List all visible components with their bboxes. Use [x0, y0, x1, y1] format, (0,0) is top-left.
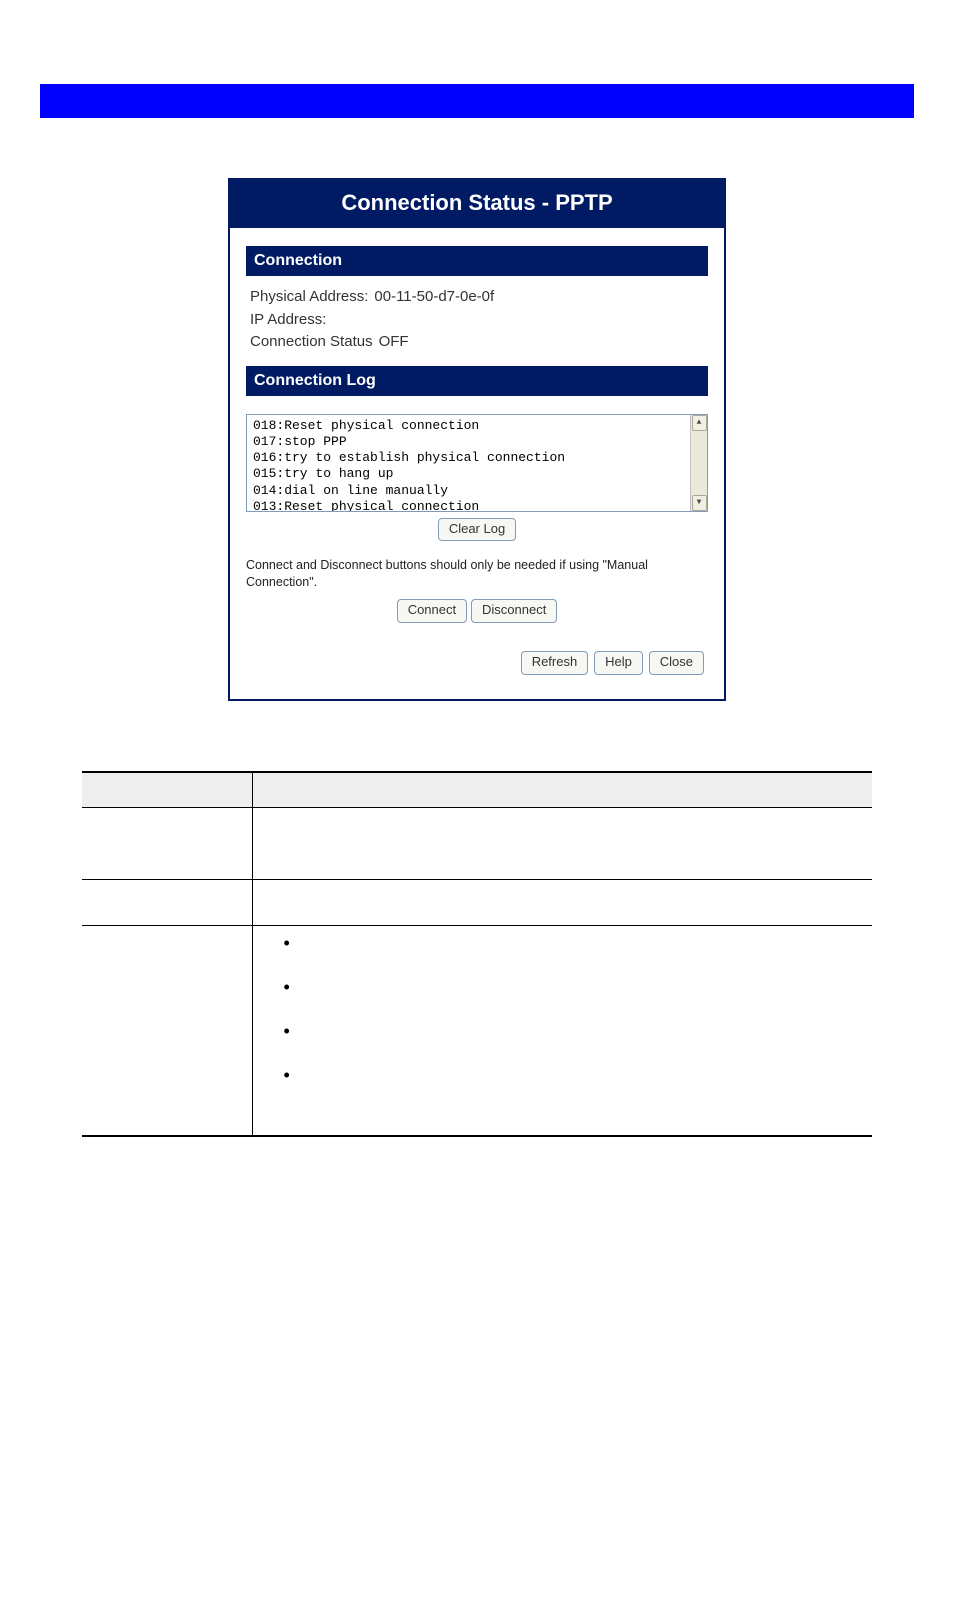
connect-button[interactable]: Connect [397, 599, 467, 623]
log-line: 018:Reset physical connection [253, 418, 479, 433]
physical-address-value: 00-11-50-d7-0e-0f [374, 286, 494, 309]
dialog-title: Connection Status - PPTP [230, 180, 724, 228]
clear-log-button[interactable]: Clear Log [438, 518, 516, 542]
table-header-cell [252, 772, 872, 808]
table-cell [82, 880, 252, 926]
section-log-header: Connection Log [246, 366, 708, 396]
blue-band [40, 84, 914, 118]
refresh-button[interactable]: Refresh [521, 651, 589, 675]
table-cell [82, 926, 252, 1136]
close-button[interactable]: Close [649, 651, 704, 675]
ip-address-label: IP Address: [250, 309, 326, 332]
table-cell [82, 808, 252, 880]
log-line: 014:dial on line manually [253, 483, 448, 498]
connection-status-dialog: Connection Status - PPTP Connection Phys… [228, 178, 726, 701]
section-connection-header: Connection [246, 246, 708, 276]
help-button[interactable]: Help [594, 651, 643, 675]
log-line: 013:Reset physical connection [253, 499, 479, 511]
table-header-cell [82, 772, 252, 808]
physical-address-label: Physical Address: [250, 286, 368, 309]
log-line: 016:try to establish physical connection [253, 450, 565, 465]
scroll-down-icon[interactable]: ▼ [692, 495, 707, 511]
table-cell [252, 880, 872, 926]
connection-hint: Connect and Disconnect buttons should on… [246, 557, 708, 591]
description-table [82, 771, 872, 1137]
table-cell [252, 926, 872, 1136]
bullet-item [284, 1023, 862, 1067]
bullet-item [284, 1067, 862, 1111]
bullet-item [284, 979, 862, 1023]
connection-status-value: OFF [379, 331, 409, 354]
log-scrollbar[interactable]: ▲ ▼ [690, 415, 707, 511]
connection-status-label: Connection Status [250, 331, 373, 354]
bullet-item [284, 935, 862, 979]
table-cell [252, 808, 872, 880]
log-line: 017:stop PPP [253, 434, 347, 449]
log-content: 018:Reset physical connection 017:stop P… [247, 415, 690, 511]
connection-body: Physical Address: 00-11-50-d7-0e-0f IP A… [246, 276, 708, 366]
connection-log-textarea[interactable]: 018:Reset physical connection 017:stop P… [246, 414, 708, 512]
log-line: 015:try to hang up [253, 466, 393, 481]
disconnect-button[interactable]: Disconnect [471, 599, 557, 623]
scroll-up-icon[interactable]: ▲ [692, 415, 707, 431]
